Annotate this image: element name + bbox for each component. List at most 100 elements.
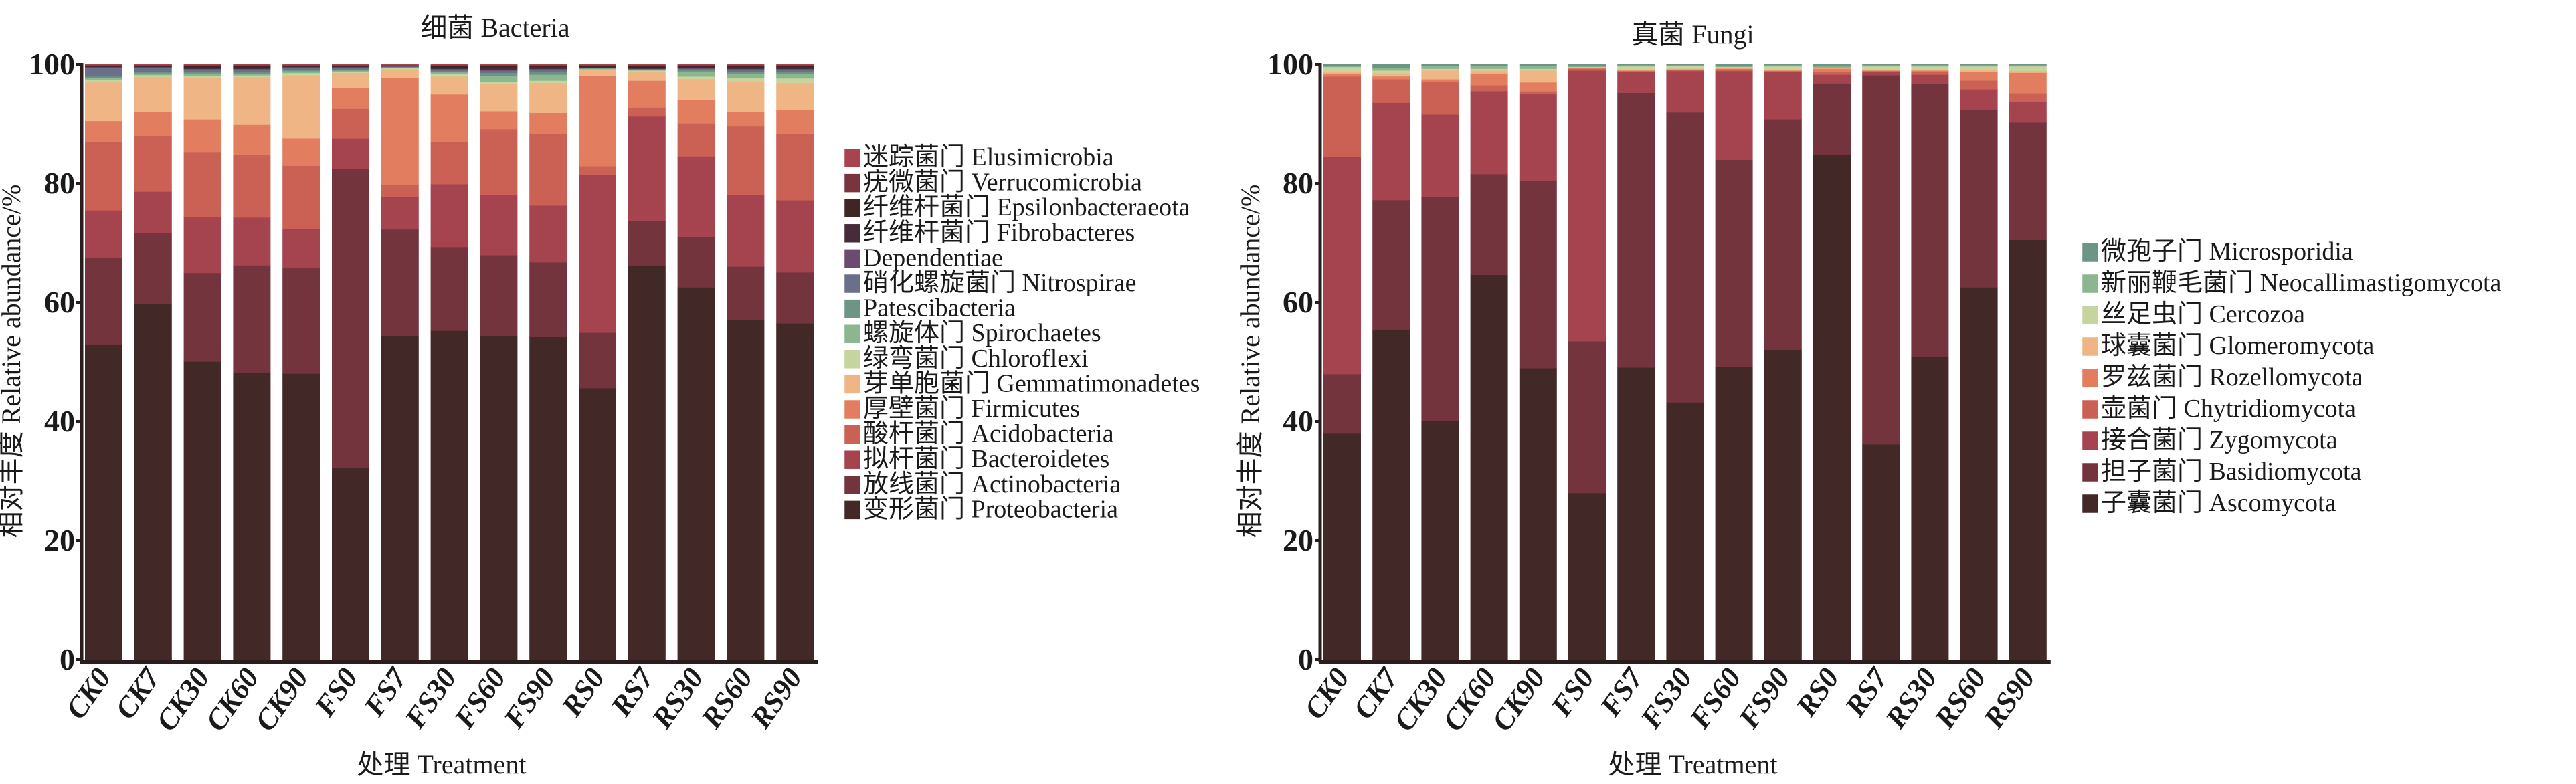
bacteria-segment-fs30-2 — [430, 183, 468, 248]
fungi-segment-ck60-1 — [1470, 173, 1508, 275]
bacteria-bar-rs7 — [628, 64, 666, 660]
fungi-segment-fs30-2 — [1666, 70, 1704, 113]
bacteria-x-tick-label: CK60 — [199, 662, 266, 737]
fungi-bar-ck7 — [1372, 64, 1410, 660]
bacteria-segment-rs7-5 — [628, 71, 666, 81]
bacteria-x-tick-label: RS90 — [744, 662, 809, 735]
bacteria-x-axis-title: 处理 Treatment — [357, 749, 527, 779]
fungi-legend-label: 子囊菌门 Ascomycota — [2101, 489, 2336, 517]
fungi-bar-ck60 — [1470, 64, 1508, 660]
bacteria-x-tick-label: CK90 — [248, 662, 314, 737]
fungi-segment-ck7-0 — [1372, 329, 1410, 660]
fungi-legend-label: 丝足虫门 Cercozoa — [2101, 300, 2305, 328]
fungi-segment-rs90-4 — [2009, 72, 2047, 94]
bacteria-legend-swatch — [844, 375, 861, 394]
fungi-segment-ck90-3 — [1519, 91, 1557, 95]
fungi-segment-rs60-1 — [1960, 110, 1998, 288]
fungi-segment-fs60-3 — [1715, 69, 1753, 72]
bacteria-bar-rs0 — [579, 64, 616, 660]
fungi-legend-swatch — [2082, 494, 2099, 514]
fungi-segment-rs90-1 — [2009, 122, 2047, 241]
fungi-y-tick-label: 60 — [1283, 285, 1313, 319]
bacteria-segment-fs60-2 — [480, 195, 518, 256]
bacteria-segment-fs30-10 — [430, 68, 468, 70]
fungi-segment-rs0-8 — [1813, 64, 1851, 67]
fungi-segment-rs0-3 — [1813, 71, 1851, 75]
bacteria-legend-swatch — [844, 148, 861, 168]
fungi-legend-swatch — [2082, 368, 2099, 388]
fungi-segment-fs0-8 — [1568, 64, 1606, 67]
bacteria-legend-item: 迷踪菌门 Elusimicrobia — [844, 143, 1114, 171]
fungi-legend-swatch — [2082, 305, 2099, 325]
fungi-segment-fs60-8 — [1715, 64, 1753, 67]
bacteria-segment-ck90-11 — [282, 66, 320, 68]
bacteria-segment-fs7-7 — [381, 67, 419, 68]
bacteria-segment-ck90-13 — [282, 64, 320, 66]
bacteria-segment-rs30-11 — [677, 66, 715, 68]
bacteria-legend-label: 绿弯菌门 Chloroflexi — [863, 345, 1089, 373]
bacteria-segment-ck90-12 — [282, 65, 320, 67]
bacteria-segment-ck30-2 — [183, 216, 221, 274]
fungi-segment-ck90-1 — [1519, 180, 1557, 369]
fungi-legend-swatch — [2082, 431, 2099, 451]
bacteria-segment-fs30-9 — [430, 69, 468, 72]
fungi-segment-fs0-5 — [1568, 67, 1606, 68]
fungi-bar-fs7 — [1617, 64, 1655, 660]
fungi-y-tick-label: 100 — [1267, 47, 1313, 81]
bacteria-bar-ck60 — [233, 64, 271, 660]
fungi-segment-rs0-4 — [1813, 68, 1851, 72]
bacteria-segment-fs60-10 — [480, 69, 518, 71]
bacteria-segment-rs90-3 — [776, 134, 814, 201]
fungi-segment-fs30-0 — [1666, 402, 1704, 660]
bacteria-segment-fs60-12 — [480, 65, 518, 68]
bacteria-segment-fs30-0 — [430, 330, 468, 660]
fungi-segment-rs7-6 — [1862, 66, 1900, 70]
bacteria-segment-fs7-1 — [381, 229, 419, 337]
bacteria-legend-label: 纤维杆菌门 Epsilonbacteraeota — [863, 193, 1190, 221]
bacteria-legend-item: 疣微菌门 Verrucomicrobia — [844, 169, 1142, 197]
bacteria-segment-fs0-7 — [332, 70, 369, 72]
fungi-bars — [1323, 64, 2047, 660]
fungi-segment-rs90-7 — [2009, 64, 2047, 67]
fungi-segment-rs60-0 — [1960, 287, 1998, 660]
bacteria-segment-fs30-8 — [430, 70, 468, 73]
fungi-segment-fs7-7 — [1617, 64, 1655, 67]
bacteria-segment-ck90-6 — [282, 72, 320, 76]
fungi-segment-rs60-7 — [1960, 64, 1998, 67]
bacteria-segment-ck60-4 — [233, 124, 271, 155]
fungi-segment-ck0-5 — [1323, 71, 1361, 74]
bacteria-legend-item: 酸杆菌门 Acidobacteria — [844, 420, 1114, 448]
bacteria-segment-ck7-4 — [134, 112, 172, 136]
bacteria-segment-ck0-0 — [85, 344, 122, 660]
fungi-segment-ck7-2 — [1372, 102, 1410, 201]
fungi-x-tick-label: FS30 — [1634, 662, 1699, 735]
fungi-segment-rs90-3 — [2009, 93, 2047, 102]
bacteria-segment-rs30-12 — [677, 65, 715, 68]
bacteria-segment-fs0-4 — [332, 87, 369, 109]
bacteria-segment-fs0-0 — [332, 468, 369, 660]
bacteria-segment-ck7-10 — [134, 66, 172, 68]
bacteria-segment-fs90-11 — [529, 66, 567, 69]
bacteria-legend-swatch — [844, 324, 861, 344]
bacteria-segment-rs60-10 — [727, 68, 765, 70]
fungi-segment-ck60-4 — [1470, 73, 1508, 86]
fungi-segment-ck7-7 — [1372, 67, 1410, 71]
bacteria-segment-rs90-12 — [776, 65, 814, 68]
fungi-segment-ck7-1 — [1372, 199, 1410, 330]
fungi-y-axis-title: 相对丰度 Relative abundance/% — [1235, 185, 1265, 538]
bacteria-segment-ck0-7 — [85, 77, 122, 80]
bacteria-segment-fs90-4 — [529, 112, 567, 134]
fungi-segment-rs60-4 — [1960, 71, 1998, 81]
bacteria-segment-rs90-7 — [776, 73, 814, 79]
bacteria-segment-fs0-14 — [332, 64, 369, 66]
bacteria-y-axis-title: 相对丰度 Relative abundance/% — [0, 185, 26, 538]
fungi-bar-fs90 — [1764, 64, 1802, 660]
bacteria-segment-ck0-10 — [85, 66, 122, 68]
bacteria-segment-ck7-14 — [134, 64, 172, 66]
fungi-x-tick-label: CK30 — [1388, 662, 1454, 737]
bacteria-legend-swatch — [844, 198, 861, 218]
bacteria-segment-rs0-5 — [579, 69, 616, 76]
bacteria-segment-ck7-6 — [134, 74, 172, 78]
fungi-segment-ck90-0 — [1519, 367, 1557, 660]
